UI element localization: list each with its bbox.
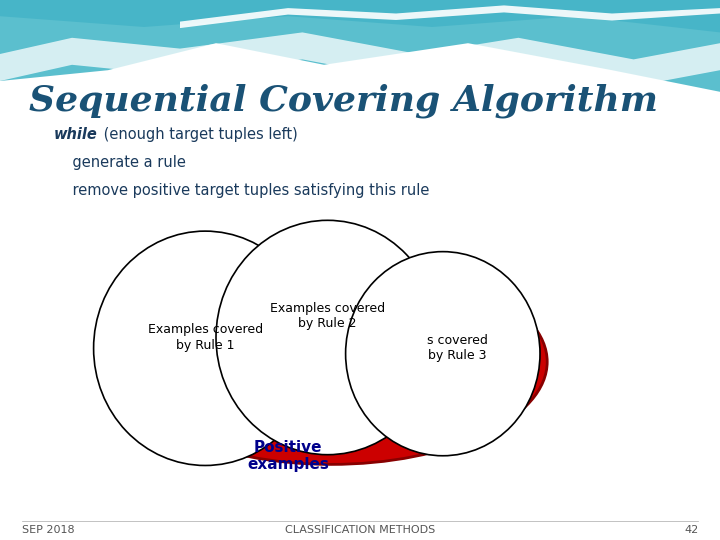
Polygon shape bbox=[0, 0, 720, 92]
Text: Positive
examples: Positive examples bbox=[247, 440, 329, 472]
Text: s covered
by Rule 3: s covered by Rule 3 bbox=[427, 334, 487, 362]
Text: SEP 2018: SEP 2018 bbox=[22, 525, 74, 535]
Ellipse shape bbox=[94, 231, 317, 465]
Text: generate a rule: generate a rule bbox=[54, 155, 186, 170]
Text: Examples covered
by Rule 2: Examples covered by Rule 2 bbox=[270, 302, 385, 330]
Ellipse shape bbox=[115, 259, 547, 464]
Polygon shape bbox=[0, 0, 720, 32]
Ellipse shape bbox=[346, 252, 540, 456]
Polygon shape bbox=[0, 32, 720, 86]
Text: CLASSIFICATION METHODS: CLASSIFICATION METHODS bbox=[285, 525, 435, 535]
Text: while: while bbox=[54, 127, 98, 142]
Text: Sequential Covering Algorithm: Sequential Covering Algorithm bbox=[29, 84, 658, 118]
Text: 42: 42 bbox=[684, 525, 698, 535]
Text: Examples covered
by Rule 1: Examples covered by Rule 1 bbox=[148, 323, 263, 352]
Text: (enough target tuples left): (enough target tuples left) bbox=[99, 127, 297, 142]
Polygon shape bbox=[180, 5, 720, 28]
Text: remove positive target tuples satisfying this rule: remove positive target tuples satisfying… bbox=[54, 183, 429, 198]
Ellipse shape bbox=[216, 220, 439, 455]
